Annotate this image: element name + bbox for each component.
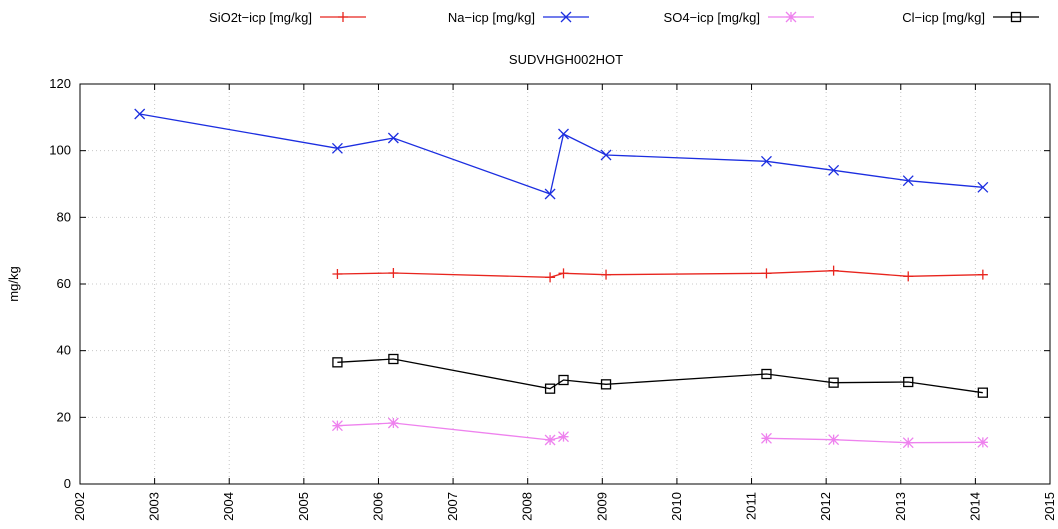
series-line	[766, 437, 983, 444]
x-tick-label: 2009	[594, 492, 609, 521]
y-axis-label: mg/kg	[6, 266, 21, 301]
legend-label: SiO2t−icp [mg/kg]	[209, 10, 312, 25]
data-point	[977, 269, 988, 280]
data-point	[903, 271, 914, 282]
data-point	[387, 132, 399, 144]
x-tick-label: 2007	[445, 492, 460, 521]
y-tick-label: 40	[57, 343, 71, 358]
data-point	[545, 272, 556, 283]
x-tick-label: 2003	[147, 492, 162, 521]
data-point	[902, 437, 914, 449]
legend: SiO2t−icp [mg/kg] Na−icp [mg/kg] SO4−icp […	[209, 10, 1039, 25]
series-2	[331, 417, 989, 449]
data-point	[558, 268, 569, 279]
data-point	[600, 379, 612, 390]
y-tick-label: 100	[49, 143, 71, 158]
data-point	[977, 181, 989, 193]
y-tick-label: 0	[64, 476, 71, 491]
data-point	[388, 353, 399, 365]
data-point	[828, 377, 839, 388]
data-point	[903, 376, 914, 388]
data-point	[761, 368, 772, 380]
data-point	[828, 265, 839, 276]
data-point	[331, 420, 343, 432]
x-tick-label: 2010	[669, 492, 684, 521]
x-tick-label: 2011	[744, 492, 759, 520]
chart-title: SUDVHGH002HOT	[509, 52, 623, 67]
legend-marker	[338, 12, 348, 22]
data-point	[544, 434, 556, 446]
data-point	[828, 434, 840, 446]
series-layer	[134, 108, 989, 449]
legend-label: SO4−icp [mg/kg]	[664, 10, 760, 25]
x-tick-label: 2004	[221, 492, 236, 521]
data-point	[761, 268, 772, 279]
data-point	[544, 383, 556, 394]
data-point	[332, 357, 343, 368]
series-line	[337, 358, 983, 394]
y-tick-label: 20	[57, 409, 71, 424]
data-point	[600, 149, 612, 161]
grid	[79, 83, 1051, 485]
data-point	[828, 164, 840, 176]
legend-marker	[560, 11, 572, 23]
y-tick-label: 60	[57, 276, 71, 291]
series-0	[332, 265, 988, 283]
data-point	[558, 431, 569, 443]
x-tick-label: 2015	[1042, 492, 1057, 521]
x-tick-label: 2014	[967, 492, 982, 521]
data-point	[332, 269, 343, 279]
y-tick-label: 120	[49, 76, 71, 91]
plot-frame	[79, 83, 1051, 485]
data-point	[331, 142, 343, 154]
data-point	[977, 436, 989, 448]
data-point	[601, 269, 612, 280]
data-point	[761, 155, 772, 167]
y-tick-label: 80	[57, 209, 71, 224]
data-point	[387, 417, 399, 429]
x-tick-label: 2012	[818, 492, 833, 521]
data-point	[977, 387, 988, 398]
series-line	[337, 270, 983, 278]
data-point	[388, 268, 399, 278]
data-point	[544, 188, 556, 200]
legend-label: Na−icp [mg/kg]	[448, 10, 535, 25]
data-point	[902, 175, 914, 187]
legend-marker	[1010, 11, 1022, 23]
x-tick-label: 2005	[296, 492, 311, 521]
x-tick-label: 2008	[520, 492, 535, 521]
data-point	[134, 108, 146, 120]
data-point	[558, 374, 569, 386]
data-point	[558, 128, 569, 140]
x-tick-label: 2006	[370, 492, 385, 521]
series-line	[337, 422, 564, 441]
x-tick-label: 2013	[893, 492, 908, 521]
x-tick-label: 2002	[72, 492, 87, 521]
legend-marker	[785, 11, 797, 23]
series-1	[134, 108, 989, 200]
series-line	[139, 113, 983, 195]
axis-ticks: 2002 2003 2004 2005 2006 2007 2008 2009 2010 2011…	[49, 76, 1057, 521]
data-point	[761, 432, 772, 444]
legend-label: Cl−icp [mg/kg]	[902, 10, 985, 25]
series-3	[332, 353, 988, 398]
